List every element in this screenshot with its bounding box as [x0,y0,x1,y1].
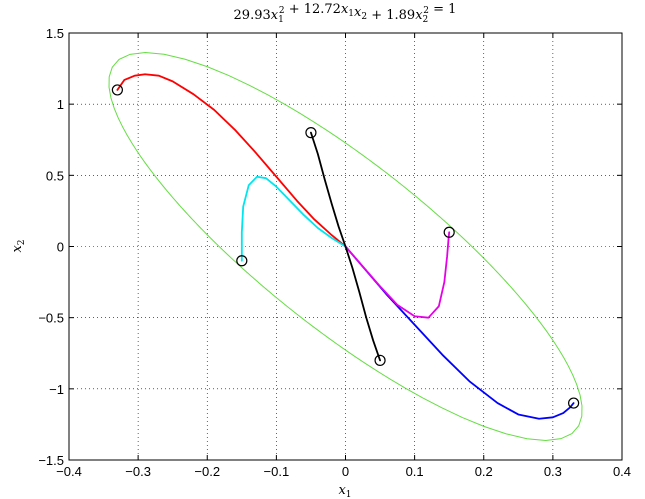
title-term: x [415,8,423,23]
title-term: 29.93 [234,8,271,23]
start-point-marker-1 [111,84,123,96]
y-tick-labels: −1.5 −1 −0.5 0 0.5 1 1.5 [38,26,64,468]
y-tick-label: 1.5 [46,26,64,41]
x-tick-label: −0.2 [194,464,220,479]
title-term: + 12.72 [285,2,341,17]
y-tick-label: −1 [49,382,64,397]
y-tick-label: 1 [57,97,64,112]
chart-title: 29.93x12 + 12.72x1x2 + 1.89x22 = 1 [234,2,457,25]
title-subscript: 2 [361,12,367,22]
start-point-marker-6 [568,397,580,409]
x-axis-label: x1 [338,483,351,499]
x-tick-label: 0.3 [544,464,562,479]
x-tick-label: −0.1 [264,464,290,479]
start-point-marker-5 [374,354,386,366]
y-axis-label: x2 [10,239,27,252]
x-tick-label: 0.4 [613,464,631,479]
title-superscript: 2 [423,6,429,16]
start-point-marker-2 [305,127,317,139]
x-tick-label: −0.3 [125,464,151,479]
x-tick-labels: −0.4 −0.3 −0.2 −0.1 0 0.1 0.2 0.3 0.4 [56,464,631,479]
x-tick-label: 0 [342,464,349,479]
ellipse-curve [108,52,583,441]
title-term: x [354,5,362,20]
trajectory-line-4 [344,231,451,319]
y-tick-label: 0 [57,240,64,255]
start-point-marker-3 [236,255,248,267]
trajectory-series [116,73,575,420]
trajectory-line-1 [116,73,347,248]
start-point-marker-4 [443,226,455,238]
x-tick-label: 0.2 [475,464,493,479]
title-subscript: 2 [423,15,429,25]
title-term: x [341,2,349,17]
axis-ticks [68,32,623,461]
title-term: x [271,8,279,23]
trajectory-line-5 [310,131,381,362]
title-superscript: 2 [279,6,285,16]
y-tick-label: 0.5 [46,168,64,183]
title-subscript: 1 [278,15,284,25]
title-term: + 1.89 [367,8,415,23]
ellipse-contour [108,52,583,441]
start-points [111,84,580,409]
trajectory-line-3 [240,175,347,262]
x-tick-label: 0.1 [406,464,424,479]
title-term: = 1 [429,2,456,17]
y-tick-label: −0.5 [38,311,64,326]
x-tick-label: −0.4 [56,464,82,479]
title-subscript: 1 [348,9,354,19]
y-tick-label: −1.5 [38,453,64,468]
